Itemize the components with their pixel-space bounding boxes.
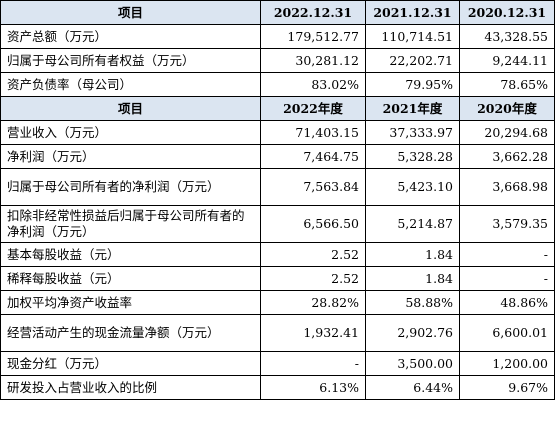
header-year-2020: 2020年度 [459, 96, 555, 121]
row-label: 营业收入（万元） [0, 120, 261, 145]
cell-2020: 3,668.98 [459, 168, 555, 206]
cell-2021: 1.84 [365, 242, 460, 267]
cell-2022: 7,464.75 [260, 144, 366, 169]
cell-2020: 78.65% [459, 72, 555, 97]
row-label: 资产总额（万元） [0, 24, 261, 49]
cell-2020: 3,579.35 [459, 205, 555, 243]
cell-2021: 58.88% [365, 290, 460, 315]
table-row: 归属于母公司所有者的净利润（万元） 7,563.84 5,423.10 3,66… [0, 168, 555, 206]
header-date-2021: 2021.12.31 [365, 0, 460, 25]
header-year-2021: 2021年度 [365, 96, 460, 121]
row-label: 归属于母公司所有者的净利润（万元） [0, 168, 261, 206]
cell-2020: 9.67% [459, 375, 555, 400]
row-label: 现金分红（万元） [0, 351, 261, 376]
cell-2020: 43,328.55 [459, 24, 555, 49]
row-label: 经营活动产生的现金流量净额（万元） [0, 314, 261, 352]
cell-2022: 179,512.77 [260, 24, 366, 49]
cell-2022: 7,563.84 [260, 168, 366, 206]
cell-2020: 9,244.11 [459, 48, 555, 73]
cell-2020: - [459, 242, 555, 267]
table-row: 研发投入占营业收入的比例 6.13% 6.44% 9.67% [0, 375, 555, 400]
cell-2022: 1,932.41 [260, 314, 366, 352]
cell-2022: 71,403.15 [260, 120, 366, 145]
cell-2022: 2.52 [260, 242, 366, 267]
table-row: 资产负债率（母公司） 83.02% 79.95% 78.65% [0, 72, 555, 97]
cell-2021: 3,500.00 [365, 351, 460, 376]
cell-2022: 83.02% [260, 72, 366, 97]
table-row: 现金分红（万元） - 3,500.00 1,200.00 [0, 351, 555, 376]
header-year-2022: 2022年度 [260, 96, 366, 121]
table-row: 基本每股收益（元） 2.52 1.84 - [0, 242, 555, 267]
cell-2021: 5,214.87 [365, 205, 460, 243]
cell-2021: 5,423.10 [365, 168, 460, 206]
financial-data-table: 项目 2022.12.31 2021.12.31 2020.12.31 资产总额… [0, 0, 555, 400]
cell-2021: 6.44% [365, 375, 460, 400]
table-row: 资产总额（万元） 179,512.77 110,714.51 43,328.55 [0, 24, 555, 49]
cell-2021: 79.95% [365, 72, 460, 97]
table-row: 净利润（万元） 7,464.75 5,328.28 3,662.28 [0, 144, 555, 169]
cell-2021: 1.84 [365, 266, 460, 291]
cell-2021: 110,714.51 [365, 24, 460, 49]
row-label: 归属于母公司所有者权益（万元） [0, 48, 261, 73]
table-row: 稀释每股收益（元） 2.52 1.84 - [0, 266, 555, 291]
cell-2022: 6.13% [260, 375, 366, 400]
cell-2022: - [260, 351, 366, 376]
row-label: 资产负债率（母公司） [0, 72, 261, 97]
cell-2022: 2.52 [260, 266, 366, 291]
cell-2022: 6,566.50 [260, 205, 366, 243]
cell-2021: 22,202.71 [365, 48, 460, 73]
row-label: 净利润（万元） [0, 144, 261, 169]
header-item-label: 项目 [0, 96, 261, 121]
table-row: 经营活动产生的现金流量净额（万元） 1,932.41 2,902.76 6,60… [0, 314, 555, 352]
cell-2020: 3,662.28 [459, 144, 555, 169]
header-row-income: 项目 2022年度 2021年度 2020年度 [0, 96, 555, 121]
table-row: 营业收入（万元） 71,403.15 37,333.97 20,294.68 [0, 120, 555, 145]
cell-2021: 2,902.76 [365, 314, 460, 352]
cell-2020: 6,600.01 [459, 314, 555, 352]
header-date-2020: 2020.12.31 [459, 0, 555, 25]
row-label: 基本每股收益（元） [0, 242, 261, 267]
header-item-label: 项目 [0, 0, 261, 25]
table-row: 归属于母公司所有者权益（万元） 30,281.12 22,202.71 9,24… [0, 48, 555, 73]
cell-2020: 20,294.68 [459, 120, 555, 145]
cell-2021: 37,333.97 [365, 120, 460, 145]
cell-2020: 48.86% [459, 290, 555, 315]
cell-2020: 1,200.00 [459, 351, 555, 376]
row-label: 加权平均净资产收益率 [0, 290, 261, 315]
cell-2021: 5,328.28 [365, 144, 460, 169]
row-label: 扣除非经常性损益后归属于母公司所有者的净利润（万元） [0, 205, 261, 243]
cell-2020: - [459, 266, 555, 291]
table-row: 加权平均净资产收益率 28.82% 58.88% 48.86% [0, 290, 555, 315]
row-label: 研发投入占营业收入的比例 [0, 375, 261, 400]
header-date-2022: 2022.12.31 [260, 0, 366, 25]
header-row-balance: 项目 2022.12.31 2021.12.31 2020.12.31 [0, 0, 555, 25]
cell-2022: 30,281.12 [260, 48, 366, 73]
row-label: 稀释每股收益（元） [0, 266, 261, 291]
table-row: 扣除非经常性损益后归属于母公司所有者的净利润（万元） 6,566.50 5,21… [0, 205, 555, 243]
cell-2022: 28.82% [260, 290, 366, 315]
